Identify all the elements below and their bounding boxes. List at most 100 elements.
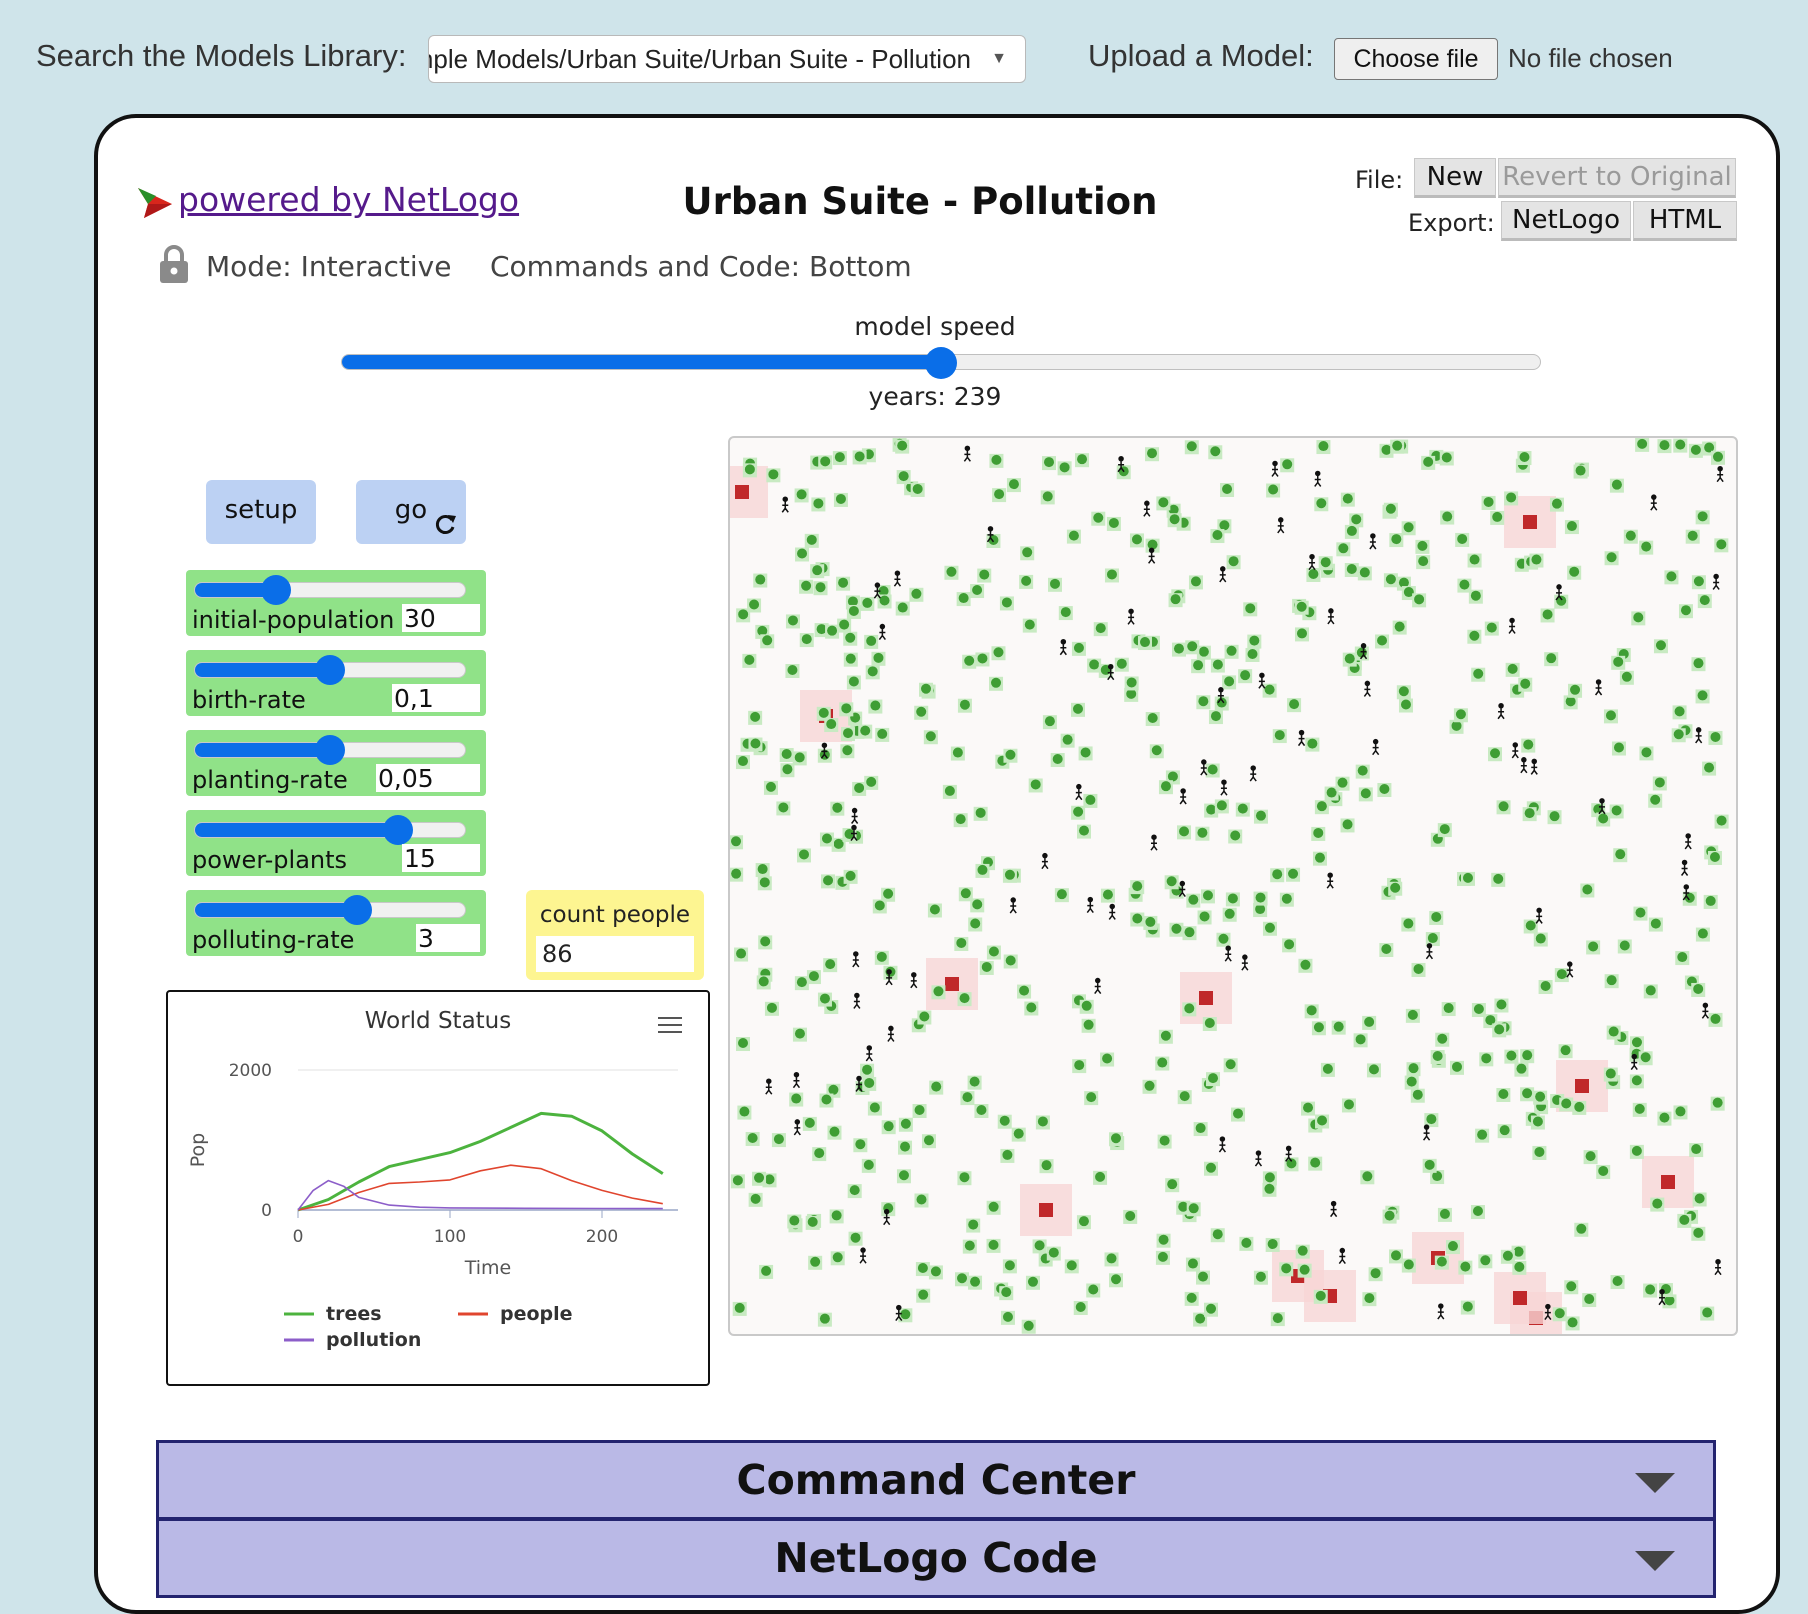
tree	[1704, 442, 1715, 453]
tree	[1502, 1250, 1513, 1261]
tree	[1659, 1112, 1670, 1123]
person	[1285, 1145, 1293, 1162]
person	[887, 1025, 895, 1042]
slider-birth-rate[interactable]: birth-rate 0,1	[186, 650, 486, 716]
tree	[1477, 1129, 1488, 1140]
model-speed-knob[interactable]	[925, 347, 957, 379]
tree	[1085, 794, 1096, 805]
new-button[interactable]: New	[1414, 158, 1496, 198]
tree	[1625, 530, 1636, 541]
revert-button[interactable]: Revert to Original	[1498, 158, 1736, 198]
slider-value[interactable]: 3	[416, 924, 480, 953]
slider-track[interactable]	[194, 582, 466, 598]
x-tick-label: 0	[293, 1227, 304, 1247]
tree	[1499, 1125, 1510, 1136]
x-tick-label: 100	[434, 1227, 466, 1247]
netlogo-code-panel[interactable]: NetLogo Code	[156, 1518, 1716, 1598]
tree	[1132, 913, 1143, 924]
slider-track[interactable]	[194, 902, 466, 918]
tree	[1690, 444, 1701, 455]
slider-polluting-rate[interactable]: polluting-rate 3	[186, 890, 486, 956]
world-view[interactable]	[728, 436, 1738, 1336]
power-plant	[735, 485, 749, 499]
tree	[1460, 1261, 1471, 1272]
tree	[1556, 595, 1567, 606]
slider-label: polluting-rate	[192, 926, 355, 954]
tree	[1633, 612, 1644, 623]
tree	[755, 574, 766, 585]
tree	[794, 1028, 805, 1039]
tree	[1697, 511, 1708, 522]
tree	[1699, 595, 1710, 606]
model-library-select[interactable]: Sample Models/Urban Suite/Urban Suite - …	[428, 35, 1026, 83]
slider-knob[interactable]	[315, 655, 345, 685]
choose-file-button[interactable]: Choose file	[1334, 38, 1498, 80]
tree	[1034, 1240, 1045, 1251]
power-plant	[1575, 1079, 1589, 1093]
tree	[1195, 1123, 1206, 1134]
tree	[866, 776, 877, 787]
export-netlogo-button[interactable]: NetLogo	[1501, 201, 1631, 241]
tree	[979, 569, 990, 580]
tree	[1613, 742, 1624, 753]
tree	[1697, 928, 1708, 939]
tree	[1697, 690, 1708, 701]
slider-initial-population[interactable]: initial-population 30	[186, 570, 486, 636]
tree	[821, 1094, 832, 1105]
tree	[1522, 1088, 1533, 1099]
slider-knob[interactable]	[383, 815, 413, 845]
slider-planting-rate[interactable]: planting-rate 0,05	[186, 730, 486, 796]
tree	[874, 900, 885, 911]
tree	[1073, 806, 1084, 817]
person	[1258, 672, 1266, 689]
tree	[970, 918, 981, 929]
person	[895, 1304, 903, 1322]
tree	[976, 1105, 987, 1116]
slider-value[interactable]: 30	[402, 604, 480, 633]
person	[878, 623, 886, 640]
tree	[993, 647, 1004, 658]
tree	[1296, 601, 1307, 612]
tree	[841, 703, 852, 714]
tree	[1462, 872, 1473, 883]
tree	[1072, 703, 1083, 714]
tree	[737, 1038, 748, 1049]
tree	[900, 1309, 911, 1320]
tree	[929, 904, 940, 915]
tree	[832, 1252, 843, 1263]
tree	[1193, 660, 1204, 671]
hamburger-menu-icon[interactable]	[658, 1012, 682, 1038]
tree	[1469, 554, 1480, 565]
tree	[825, 959, 836, 970]
tree	[1247, 648, 1258, 659]
person	[865, 1045, 873, 1062]
slider-knob[interactable]	[342, 895, 373, 925]
tree	[1166, 876, 1177, 887]
go-button[interactable]: go	[356, 480, 466, 544]
tree	[1677, 952, 1688, 963]
tree	[1116, 658, 1127, 669]
slider-value[interactable]: 15	[402, 844, 480, 873]
tree	[1576, 1223, 1587, 1234]
tree	[916, 706, 927, 717]
tree	[1207, 764, 1218, 775]
slider-knob[interactable]	[260, 575, 291, 605]
powered-by-link[interactable]: powered by NetLogo	[136, 180, 519, 220]
lock-icon[interactable]	[158, 244, 190, 284]
slider-track[interactable]	[194, 822, 466, 838]
tree	[972, 585, 983, 596]
export-html-button[interactable]: HTML	[1633, 201, 1737, 241]
tree	[925, 731, 936, 742]
tree	[1436, 1256, 1447, 1267]
tree	[1408, 1063, 1419, 1074]
tree	[734, 1302, 745, 1313]
slider-value[interactable]: 0,1	[392, 684, 480, 713]
slider-knob[interactable]	[315, 735, 345, 765]
slider-value[interactable]: 0,05	[376, 764, 480, 793]
setup-button[interactable]: setup	[206, 480, 316, 544]
tree	[921, 683, 932, 694]
command-center-panel[interactable]: Command Center	[156, 1440, 1716, 1520]
slider-power-plants[interactable]: power-plants 15	[186, 810, 486, 876]
tree	[1255, 904, 1266, 915]
tree	[731, 868, 742, 879]
